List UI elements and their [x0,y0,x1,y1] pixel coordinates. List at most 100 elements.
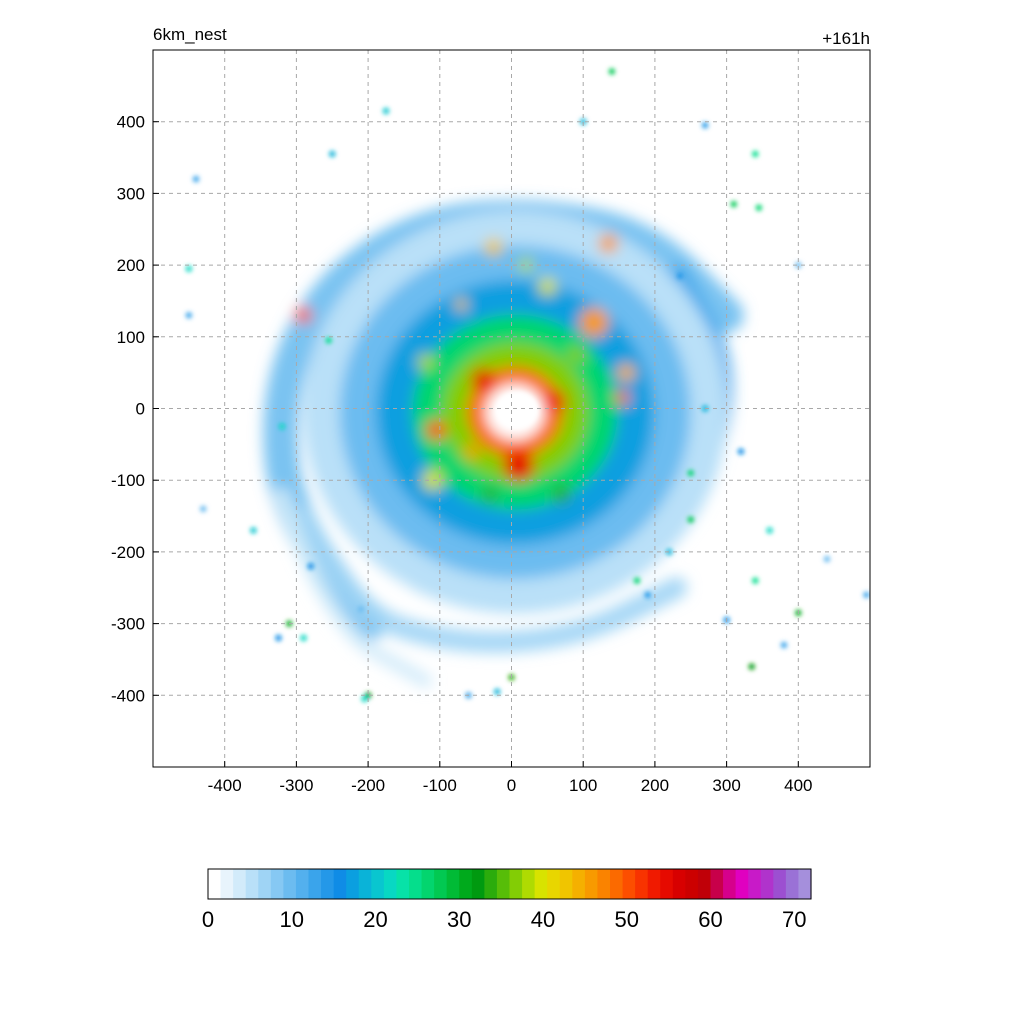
colorbar-swatch-47 [798,869,812,899]
echo-speck-8 [329,150,336,158]
colorbar-swatch-31 [597,869,611,899]
colorbar-swatch-19 [446,869,460,899]
echo-speck-23 [766,527,773,534]
convective-cell-7 [417,354,434,370]
colorbar-frame [207,868,812,900]
echo-speck-32 [823,555,831,563]
echo-speck-25 [748,663,755,670]
storm-eye [495,391,539,429]
colorbar-swatch-39 [697,869,712,899]
plot-area: -400 -300 -200 -100 0 100 200 300 400 400 300 200 1… [111,49,871,795]
colorbar-swatch-46 [785,869,800,899]
echo-speck-2 [752,150,759,158]
echo-speck-0 [608,68,616,75]
y-tick-label-3: 100 [117,328,145,347]
colorbar-swatch-11 [346,869,360,899]
colorbar-swatch-0 [208,869,222,899]
y-tick-label-0: 400 [117,113,145,132]
echo-speck-37 [199,505,207,513]
echo-speck-39 [275,634,282,642]
convective-cell-12 [295,307,312,324]
colorbar-swatch-12 [358,869,372,899]
colorbar-swatch-20 [459,869,473,899]
colorbar-swatch-6 [283,869,297,899]
y-tick-label-1: 300 [117,184,145,203]
echo-speck-19 [687,469,694,477]
echo-speck-1 [580,118,587,125]
y-tick-label-7: -300 [111,615,145,634]
echo-speck-31 [185,312,193,319]
y-axis: 400 300 200 100 0 -100 -200 -300 -400 [111,113,159,705]
x-tick-label-4: 0 [507,776,516,795]
colorbar-swatch-40 [710,869,724,899]
colorbar-swatch-38 [685,869,699,899]
colorbar-swatch-5 [270,869,284,899]
colorbar-swatch-22 [484,869,498,899]
convective-cell-16 [518,257,534,273]
x-tick-label-8: 400 [784,776,812,795]
echo-speck-14 [307,563,314,570]
x-tick-label-1: -300 [279,776,313,795]
echo-speck-10 [250,527,257,534]
colorbar-swatch-29 [572,869,586,899]
colorbar-swatch-24 [509,869,523,899]
colorbar-swatch-26 [534,869,548,899]
colorbar-swatch-9 [321,869,335,899]
echo-speck-7 [192,175,200,183]
x-tick-label-7: 300 [712,776,740,795]
plot-title-left: 6km_nest [153,25,227,44]
convective-cell-15 [482,487,498,502]
colorbar-swatch-1 [220,869,234,899]
y-tick-label-5: -100 [111,471,145,490]
convective-cell-10 [455,298,468,311]
echo-speck-15 [325,337,332,344]
colorbar-swatch-37 [672,869,686,899]
echo-speck-33 [863,591,870,599]
colorbar-ticks: 0 10 20 30 40 50 60 70 [202,907,807,932]
x-tick-label-6: 200 [641,776,669,795]
colorbar-tick-label-7: 70 [782,907,806,932]
convective-cell-18 [464,444,480,459]
colorbar-swatch-18 [434,869,448,899]
convective-cell-3 [426,419,447,441]
echo-speck-4 [755,204,763,211]
echo-speck-30 [666,548,673,556]
colorbar-tick-label-2: 20 [363,907,387,932]
echo-speck-34 [676,272,684,280]
echo-speck-21 [633,577,641,584]
x-tick-label-0: -400 [208,776,242,795]
colorbar-swatch-34 [635,869,649,899]
y-tick-label-4: 0 [136,400,145,419]
y-tick-label-6: -200 [111,543,145,562]
rainband-0 [263,200,744,641]
echo-speck-12 [300,634,307,642]
colorbar-swatch-8 [308,869,322,899]
echo-speck-3 [730,200,737,208]
colorbar-tick-label-6: 60 [698,907,722,932]
colorbar-swatch-23 [496,869,511,899]
convective-cell-4 [579,308,609,337]
y-tick-label-8: -400 [111,686,145,705]
echo-speck-27 [780,641,788,649]
convective-cell-14 [553,485,571,504]
colorbar-swatch-10 [333,869,347,899]
echo-speck-35 [795,261,802,269]
convective-cell-13 [422,470,443,491]
echo-speck-36 [357,606,365,613]
colorbar-swatch-27 [547,869,561,899]
convective-cell-5 [617,364,635,382]
echo-speck-5 [701,122,709,129]
colorbar-swatch-32 [610,869,624,899]
echo-speck-6 [185,265,193,272]
convective-cell-8 [484,238,503,256]
colorbar-swatch-42 [735,869,749,899]
echo-speck-20 [687,516,694,523]
echo-speck-22 [752,577,759,584]
colorbar-swatch-35 [647,869,661,899]
colorbar-swatch-44 [760,869,774,899]
colorbar-swatch-3 [245,869,259,899]
echo-speck-40 [644,591,651,599]
colorbar: 0 10 20 30 40 50 60 70 [202,868,812,932]
convective-cell-6 [615,390,630,405]
